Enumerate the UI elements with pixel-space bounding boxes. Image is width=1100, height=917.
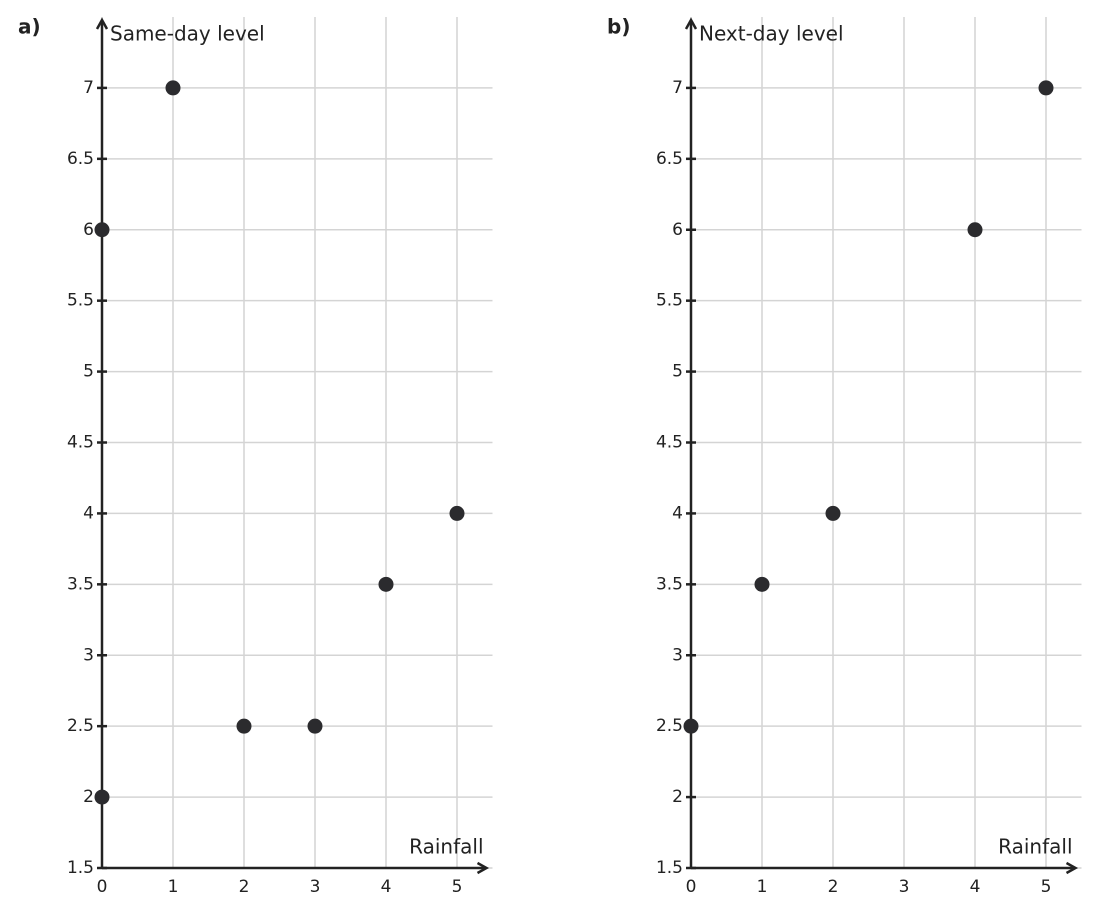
y-tick-label: 7: [83, 78, 94, 98]
y-tick-label: 6: [672, 220, 683, 240]
point: [449, 505, 465, 521]
x-tick-label: 4: [970, 877, 981, 897]
point: [378, 576, 394, 592]
y-tick-label: 1.5: [67, 858, 94, 878]
point: [236, 718, 252, 734]
axes: [689, 21, 1076, 870]
y-tick-label: 3: [83, 645, 94, 665]
x-tick-label: 5: [452, 877, 463, 897]
axes: [100, 21, 487, 870]
y-tick-label: 2: [672, 787, 683, 807]
point: [825, 505, 841, 521]
x-tick-label: 4: [381, 877, 392, 897]
point: [307, 718, 323, 734]
y-tick-label: 7: [672, 78, 683, 98]
y-tick-label: 2.5: [67, 716, 94, 736]
y-tick-label: 4: [83, 503, 94, 523]
panel-label: a): [18, 15, 41, 39]
y-tick-label: 3: [672, 645, 683, 665]
y-tick-label: 5.5: [656, 291, 683, 311]
y-tick-label: 4: [672, 503, 683, 523]
y-tick-label: 2: [83, 787, 94, 807]
x-tick-label: 2: [239, 877, 250, 897]
y-axis-label: Next-day level: [699, 22, 844, 46]
arrowheads: [684, 17, 1079, 875]
x-tick-label: 1: [757, 877, 768, 897]
point: [683, 718, 699, 734]
y-tick-label: 6.5: [67, 149, 94, 169]
y-tick-label: 1.5: [656, 858, 683, 878]
y-tick-label: 4.5: [656, 433, 683, 453]
y-tick-label: 5.5: [67, 291, 94, 311]
y-tick-label: 3.5: [656, 574, 683, 594]
y-axis-label: Same-day level: [110, 22, 265, 46]
point: [754, 576, 770, 592]
y-tick-label: 6: [83, 220, 94, 240]
arrowheads: [95, 17, 490, 875]
x-tick-label: 1: [168, 877, 179, 897]
point: [94, 789, 110, 805]
y-tick-label: 5: [672, 362, 683, 382]
y-tick-label: 3.5: [67, 574, 94, 594]
x-axis-label: Rainfall: [409, 835, 483, 859]
x-tick-label: 5: [1041, 877, 1052, 897]
y-tick-label: 5: [83, 362, 94, 382]
x-tick-label: 0: [97, 877, 108, 897]
x-tick-label: 2: [828, 877, 839, 897]
x-tick-label: 3: [899, 877, 910, 897]
y-tick-label: 6.5: [656, 149, 683, 169]
panel-label: b): [607, 15, 630, 39]
point: [165, 80, 181, 96]
y-tick-label: 2.5: [656, 716, 683, 736]
y-tick-label: 4.5: [67, 433, 94, 453]
x-tick-label: 3: [310, 877, 321, 897]
x-axis-label: Rainfall: [998, 835, 1072, 859]
x-tick-label: 0: [686, 877, 697, 897]
point: [94, 222, 110, 238]
point: [967, 222, 983, 238]
point: [1038, 80, 1054, 96]
